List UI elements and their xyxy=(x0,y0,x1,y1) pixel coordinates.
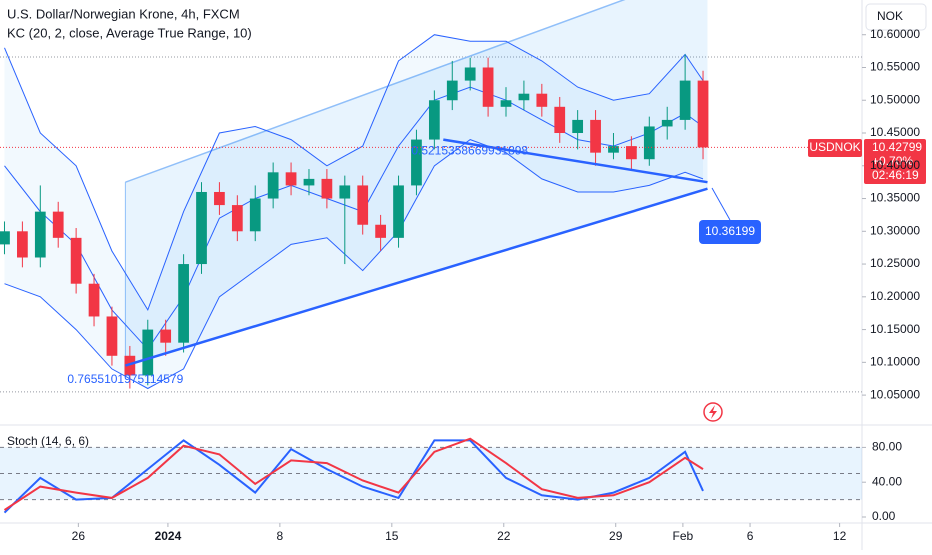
candle-body xyxy=(590,119,601,153)
candle-body xyxy=(267,172,279,199)
x-tick-label: 12 xyxy=(833,529,847,543)
candle-body xyxy=(393,185,404,238)
chart-title: U.S. Dollar/Norwegian Krone, 4h, FXCM xyxy=(7,6,240,21)
symbol-tag xyxy=(808,139,862,157)
candle-body xyxy=(679,80,691,120)
y-tick-label: 10.60000 xyxy=(870,27,920,41)
x-tick-label: 29 xyxy=(609,529,623,543)
callout-label: 10.36199 xyxy=(705,224,755,238)
currency-label[interactable]: NOK xyxy=(877,9,903,23)
candle-body xyxy=(626,146,637,160)
y-tick-label: 10.45000 xyxy=(870,125,920,139)
last-price: 10.42799 xyxy=(872,140,922,154)
candle-body xyxy=(446,80,458,101)
candle-body xyxy=(643,126,655,160)
countdown: 02:46:19 xyxy=(872,168,919,182)
plot-layer xyxy=(0,0,866,527)
candle-body xyxy=(34,211,46,258)
y-tick-label: 10.15000 xyxy=(870,322,920,336)
kc-lower xyxy=(4,139,704,390)
candle-body xyxy=(249,198,261,232)
y-tick-label: 10.55000 xyxy=(870,60,920,74)
currency-button[interactable] xyxy=(865,3,927,31)
price-tag xyxy=(864,139,926,184)
candle-body xyxy=(70,237,82,284)
y-tick-label: 10.20000 xyxy=(870,289,920,303)
candle-body xyxy=(178,264,189,343)
stoch-title: Stoch (14, 6, 6) xyxy=(7,434,89,448)
trendline xyxy=(125,187,708,367)
candle-body xyxy=(697,80,709,148)
candle-body xyxy=(160,329,172,343)
candle-body xyxy=(357,185,369,225)
candle-body xyxy=(411,139,422,186)
y-tick-label: 10.35000 xyxy=(870,191,920,205)
candle-body xyxy=(52,211,64,238)
channel-top xyxy=(125,0,626,183)
candle-body xyxy=(106,316,118,356)
y-tick-label: 10.25000 xyxy=(870,256,920,270)
candle-body xyxy=(608,146,619,153)
x-tick-label: 26 xyxy=(72,529,86,543)
candle-body xyxy=(231,205,243,232)
candle-body xyxy=(375,224,386,238)
candle-body xyxy=(303,178,315,186)
y-tick-label: 10.30000 xyxy=(870,223,920,237)
callout-connector xyxy=(711,187,731,221)
x-tick-label: 2024 xyxy=(155,529,182,543)
candle-body xyxy=(0,231,10,245)
candle-body xyxy=(500,100,512,107)
y-tick-label: 10.40000 xyxy=(870,158,920,172)
event-bolt xyxy=(709,405,717,419)
y-tick-label: 10.05000 xyxy=(870,387,920,401)
candle-body xyxy=(572,119,584,134)
stoch-line xyxy=(3,437,704,511)
candle-body xyxy=(88,283,100,317)
candle-body xyxy=(661,119,673,127)
symbol-tag-text: USDNOK xyxy=(809,140,860,154)
x-tick-label: 8 xyxy=(277,529,284,543)
candle-body xyxy=(518,93,530,101)
candle-body xyxy=(142,329,154,376)
candle-body xyxy=(464,67,476,81)
kc-upper xyxy=(4,34,704,312)
candle-body xyxy=(482,67,494,107)
x-tick-label: 22 xyxy=(497,529,511,543)
trendline-label: 0.5215358669931898 xyxy=(411,144,528,158)
candle-body xyxy=(536,93,548,107)
trendline-label: 0.7655101975114579 xyxy=(67,372,183,386)
price-change: +0.70% xyxy=(872,154,913,168)
y-tick-label: 10.10000 xyxy=(870,355,920,369)
trendline xyxy=(443,138,708,184)
candle-body xyxy=(554,106,566,134)
candle-body xyxy=(285,172,297,186)
candle-body xyxy=(196,191,207,265)
stoch-line xyxy=(3,439,704,514)
candle-body xyxy=(339,185,351,199)
y-tick-label: 40.00 xyxy=(872,474,902,488)
x-tick-label: Feb xyxy=(673,529,694,543)
indicator-title: KC (20, 2, close, Average True Range, 10… xyxy=(7,25,252,40)
x-tick-label: 6 xyxy=(747,529,754,543)
candle-body xyxy=(321,178,333,199)
callout-box xyxy=(699,220,761,244)
x-tick-label: 15 xyxy=(385,529,399,543)
y-tick-label: 80.00 xyxy=(872,440,902,454)
y-tick-label: 10.50000 xyxy=(870,92,920,106)
candle-body xyxy=(428,100,440,140)
candle-body xyxy=(124,355,136,376)
y-tick-label: 0.00 xyxy=(872,509,896,523)
candle-body xyxy=(17,231,28,258)
candle-body xyxy=(214,191,225,206)
